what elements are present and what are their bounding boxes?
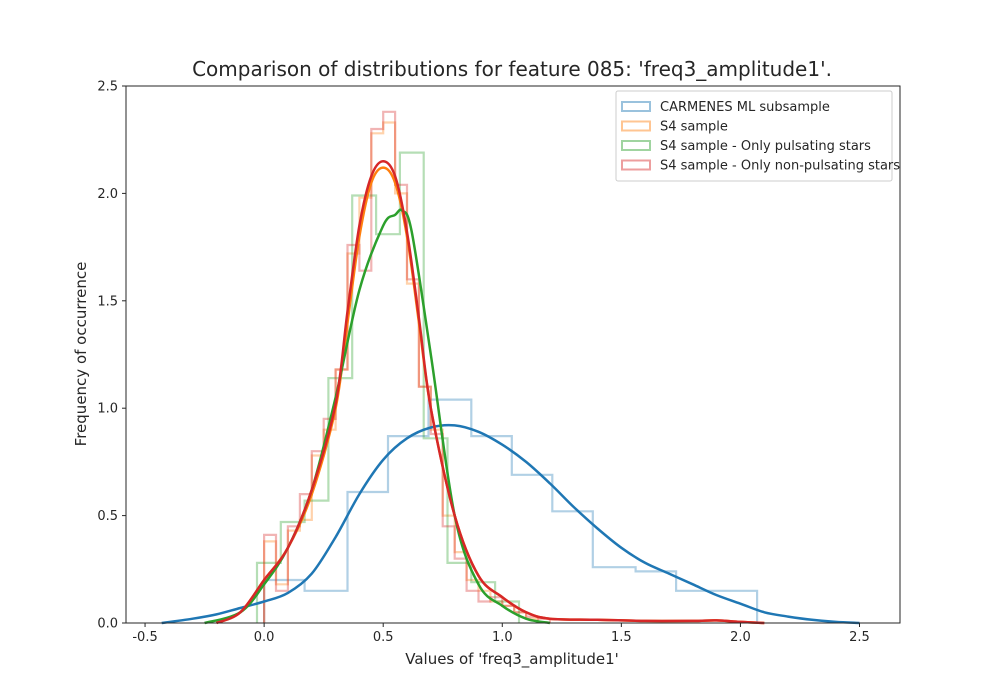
histogram-series-3 [255, 151, 521, 623]
x-tick-label-2: 0.5 [373, 630, 394, 645]
x-tick-label-4: 1.5 [611, 630, 632, 645]
x-tick-label-3: 1.0 [492, 630, 513, 645]
histogram-series-1 [263, 398, 759, 623]
y-axis-label: Frequency of occurrence [72, 262, 90, 447]
x-tick-label-6: 2.5 [849, 630, 870, 645]
legend-label-2: S4 sample [660, 120, 728, 135]
histogram-series-2 [263, 121, 540, 623]
legend: CARMENES ML subsample S4 sample S4 sample … [615, 90, 900, 182]
y-tick-label-3: 1.5 [97, 294, 118, 309]
x-tick-label-5: 2.0 [730, 630, 751, 645]
kde-curve-series-1 [161, 423, 860, 625]
y-tick-label-4: 2.0 [97, 187, 118, 202]
legend-label-4: S4 sample - Only non-pulsating stars [660, 159, 900, 174]
legend-swatch-3 [621, 140, 651, 151]
axes: -0.5 0.0 0.5 1.0 1.5 2.0 2.5 0.0 0.5 1.0 1.5 2.0 2.5 [97, 80, 901, 645]
y-tick-label-5: 2.5 [97, 80, 118, 95]
histogram-series-4 [263, 110, 551, 623]
y-tick-label-0: 0.0 [97, 617, 118, 632]
y-tick-label-1: 0.5 [97, 509, 118, 524]
kde-curve-series-3 [204, 208, 551, 625]
x-tick-label-1: 0.0 [254, 630, 275, 645]
kde-curve-series-4 [215, 159, 765, 625]
plot-area [161, 110, 860, 625]
kde-curve-series-2 [215, 166, 765, 625]
y-tick-label-2: 1.0 [97, 402, 118, 417]
x-tick-label-0: -0.5 [132, 630, 157, 645]
chart-title: Comparison of distributions for feature … [192, 57, 832, 81]
plot-frame [125, 85, 901, 624]
legend-label-3: S4 sample - Only pulsating stars [660, 139, 871, 154]
x-axis-label: Values of 'freq3_amplitude1' [405, 650, 619, 669]
legend-swatch-4 [621, 159, 651, 171]
legend-box [615, 90, 893, 182]
legend-label-1: CARMENES ML subsample [660, 100, 830, 115]
legend-swatch-2 [621, 120, 651, 132]
legend-swatch-1 [621, 101, 651, 112]
